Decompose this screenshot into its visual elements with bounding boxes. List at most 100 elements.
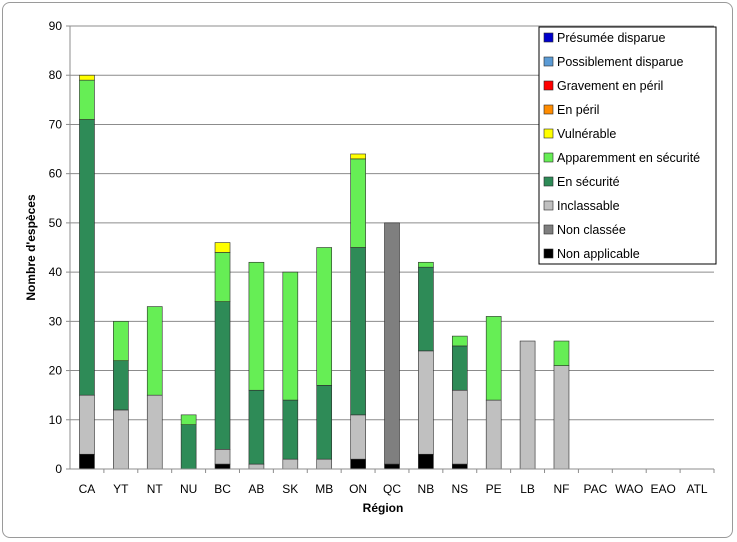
x-axis-title: Région — [363, 501, 404, 515]
x-tick-label: WAO — [615, 482, 643, 496]
x-tick-label: PAC — [583, 482, 607, 496]
bar-segment — [316, 458, 333, 470]
bar-segment — [350, 458, 366, 470]
legend-swatch — [543, 200, 554, 211]
bar-segment — [113, 409, 129, 470]
bar-segment — [553, 365, 570, 470]
bar-segment — [79, 453, 95, 470]
bar-segment — [519, 340, 536, 470]
legend-swatch — [543, 176, 554, 187]
x-tick-label: SK — [282, 482, 298, 496]
bar-segment — [350, 247, 366, 416]
bar-segment — [214, 463, 231, 470]
legend-label: Inclassable — [557, 199, 620, 213]
y-tick-label: 90 — [49, 19, 63, 33]
bar-segment — [418, 350, 434, 455]
legend-label: Apparemment en sécurité — [557, 151, 700, 165]
bar-segment — [418, 266, 434, 352]
legend-label: Gravement en péril — [557, 79, 663, 93]
x-tick-label: LB — [520, 482, 535, 496]
bar-segment — [553, 340, 570, 366]
bar-segment — [214, 449, 231, 465]
x-tick-label: EAO — [650, 482, 675, 496]
bar-segment — [451, 389, 468, 465]
x-tick-label: NS — [451, 482, 468, 496]
legend-label: Présumée disparue — [557, 31, 665, 45]
bar-segment — [79, 79, 95, 120]
legend-label: Non applicable — [557, 247, 640, 261]
x-tick-label: PE — [486, 482, 502, 496]
bar-segment — [384, 222, 400, 465]
y-axis-ticks: 0 10 20 30 40 50 60 70 80 90 — [49, 19, 70, 476]
bar-segment — [79, 394, 95, 455]
bar-segment — [282, 271, 299, 401]
x-tick-label: AB — [248, 482, 264, 496]
x-tick-label: NB — [418, 482, 435, 496]
bar-segment — [79, 74, 95, 81]
bar-segment — [418, 261, 434, 268]
bar-segment — [180, 424, 197, 470]
y-tick-label: 80 — [49, 68, 63, 82]
y-tick-label: 10 — [49, 413, 63, 427]
bar-segment — [113, 321, 129, 362]
x-tick-label: CA — [79, 482, 96, 496]
x-tick-label: NF — [553, 482, 569, 496]
y-tick-label: 60 — [49, 167, 63, 181]
y-tick-label: 40 — [49, 265, 63, 279]
bar-segment — [146, 394, 163, 470]
legend-label: Vulnérable — [557, 127, 616, 141]
bar-segment — [248, 389, 265, 465]
bar-segment — [214, 242, 231, 253]
x-tick-label: YT — [113, 482, 129, 496]
legend-label: En péril — [557, 103, 599, 117]
legend-swatch — [543, 248, 554, 259]
bar-segment — [248, 463, 265, 470]
y-tick-label: 50 — [49, 216, 63, 230]
bar-segment — [384, 463, 400, 470]
legend-box — [538, 26, 717, 265]
bar-segment — [214, 252, 231, 302]
bar-segment — [180, 414, 197, 426]
bar-segment — [146, 306, 163, 396]
legend-swatch — [543, 56, 554, 67]
x-tick-label: NT — [147, 482, 164, 496]
axes — [69, 26, 714, 470]
bar-segment — [214, 301, 231, 450]
legend-swatch — [543, 128, 554, 139]
bar-segment — [113, 360, 129, 411]
x-tick-label: ATL — [686, 482, 707, 496]
y-tick-label: 70 — [49, 117, 63, 131]
legend-swatch — [543, 152, 554, 163]
bar-segment — [451, 345, 468, 391]
x-tick-label: QC — [383, 482, 401, 496]
bar-segment — [485, 316, 502, 401]
bar-segment — [79, 119, 95, 396]
bar-segment — [350, 153, 366, 160]
legend-swatch — [543, 32, 554, 43]
bar-segment — [350, 414, 366, 460]
bar-segment — [316, 385, 333, 460]
bar-segment — [248, 261, 265, 391]
legend-swatch — [543, 104, 554, 115]
legend: Présumée disparue Possiblement disparue Gr… — [538, 26, 717, 265]
bar-segment — [485, 399, 502, 470]
bar-segment — [282, 399, 299, 460]
bar-segment — [350, 158, 366, 248]
y-tick-label: 20 — [49, 364, 63, 378]
x-tick-label: ON — [349, 482, 367, 496]
legend-label: En sécurité — [557, 175, 620, 189]
bar-segment — [451, 335, 468, 347]
x-tick-label: MB — [315, 482, 333, 496]
x-tick-label: NU — [180, 482, 197, 496]
legend-label: Non classée — [557, 223, 626, 237]
legend-label: Possiblement disparue — [557, 55, 684, 69]
bar-segment — [282, 458, 299, 470]
bar-segment — [316, 247, 333, 386]
legend-swatch — [543, 80, 554, 91]
x-axis-labels: CA YT NT NU BC AB SK MB ON QC NB NS PE LB NF PAC WAO EAO A… — [79, 469, 715, 496]
x-tick-label: BC — [214, 482, 231, 496]
legend-swatch — [543, 224, 554, 235]
y-tick-label: 0 — [55, 462, 62, 476]
bar-segment — [451, 463, 468, 470]
